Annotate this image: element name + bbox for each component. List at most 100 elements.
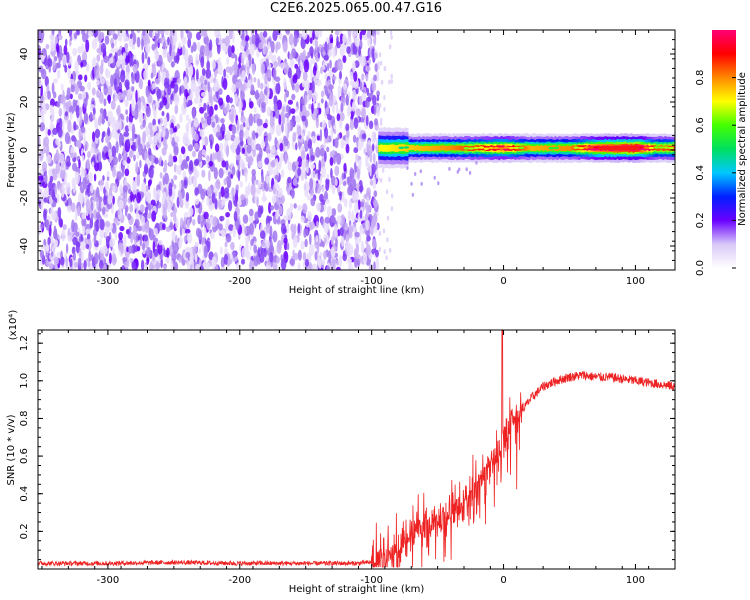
signal-segment: [382, 144, 385, 152]
noise-blob: [116, 104, 121, 118]
noise-blob: [131, 74, 135, 85]
noise-blob: [283, 77, 287, 90]
noise-blob: [59, 170, 66, 180]
noise-blob: [78, 74, 83, 81]
noise-blob: [66, 87, 71, 100]
noise-blob: [131, 86, 135, 92]
signal-segment: [378, 145, 381, 152]
noise-blob: [256, 99, 260, 106]
noise-blob: [371, 48, 375, 58]
noise-blob: [358, 95, 363, 106]
noise-blob: [228, 192, 233, 200]
noise-blob: [64, 132, 70, 145]
noise-blob: [337, 133, 340, 141]
noise-blob: [339, 33, 344, 45]
y-tick-label: 1.0: [19, 373, 30, 389]
noise-blob: [108, 148, 112, 159]
noise-blob: [354, 30, 359, 37]
noise-blob: [383, 249, 386, 255]
noise-blob: [45, 143, 50, 157]
noise-blob: [330, 37, 334, 44]
noise-blob: [200, 117, 205, 125]
noise-blob: [169, 127, 174, 135]
y-axis-label: SNR (10 * v/v): [6, 414, 17, 485]
noise-blob: [273, 103, 278, 113]
noise-blob: [251, 63, 256, 75]
noise-blob: [89, 111, 93, 123]
noise-blob: [345, 95, 349, 106]
y-tick-label: -20: [19, 190, 30, 206]
noise-blob: [268, 165, 274, 176]
noise-blob: [230, 173, 234, 179]
signal-scatter: [420, 181, 423, 186]
noise-blob: [288, 33, 294, 46]
noise-blob: [233, 211, 238, 222]
noise-blob: [253, 106, 257, 113]
signal-peak: [668, 146, 675, 150]
noise-blob: [164, 77, 170, 86]
noise-blob: [253, 77, 257, 83]
noise-blob: [255, 143, 261, 151]
noise-blob: [162, 167, 166, 173]
noise-blob: [145, 43, 151, 54]
noise-blob: [211, 60, 216, 70]
noise-blob: [147, 203, 152, 211]
noise-blob: [128, 245, 133, 254]
noise-blob: [338, 255, 343, 268]
noise-blob: [383, 106, 386, 112]
noise-blob: [121, 165, 125, 178]
noise-blob: [48, 180, 53, 191]
noise-blob: [118, 199, 124, 209]
noise-blob: [142, 98, 146, 106]
noise-blob: [343, 173, 347, 179]
signal-segment: [394, 145, 397, 153]
noise-blob: [50, 98, 55, 107]
noise-blob: [320, 90, 325, 98]
noise-blob: [380, 120, 383, 126]
noise-blob: [108, 252, 112, 264]
signal-peak: [548, 146, 555, 150]
noise-blob: [157, 122, 163, 130]
signal-peak: [663, 146, 670, 149]
noise-blob: [263, 180, 267, 190]
noise-blob: [269, 251, 274, 263]
noise-blob: [69, 35, 73, 41]
noise-blob: [71, 135, 76, 142]
x-tick-label: 0: [500, 575, 506, 586]
noise-blob: [148, 147, 152, 156]
noise-blob: [71, 177, 76, 189]
noise-blob: [232, 251, 236, 258]
noise-blob: [98, 91, 104, 104]
noise-blob: [221, 160, 227, 168]
noise-blob: [85, 243, 90, 250]
noise-blob: [112, 33, 118, 40]
noise-blob: [200, 221, 204, 228]
noise-blob: [355, 154, 358, 164]
noise-blob: [135, 103, 139, 111]
noise-blob: [93, 252, 99, 265]
noise-blob: [367, 37, 372, 47]
noise-blob: [120, 243, 124, 255]
noise-blob: [56, 101, 61, 108]
noise-blob: [286, 242, 290, 251]
signal-segment: [444, 145, 447, 151]
noise-blob: [342, 250, 346, 257]
noise-blob: [50, 38, 55, 49]
noise-blob: [269, 109, 274, 119]
noise-blob: [161, 195, 165, 205]
x-tick-label: -100: [360, 276, 383, 287]
noise-blob: [231, 166, 236, 176]
signal-segment: [380, 144, 383, 152]
noise-blob: [222, 77, 228, 90]
noise-blob: [337, 203, 343, 213]
noise-blob: [194, 187, 199, 196]
noise-blob: [38, 30, 41, 42]
noise-blob: [132, 130, 135, 142]
signal-segment: [532, 146, 535, 152]
noise-blob: [365, 65, 371, 72]
noise-blob: [173, 207, 178, 214]
noise-blob: [251, 34, 256, 45]
noise-blob: [45, 244, 50, 252]
noise-blob: [173, 93, 180, 106]
signal-scatter: [410, 181, 413, 186]
